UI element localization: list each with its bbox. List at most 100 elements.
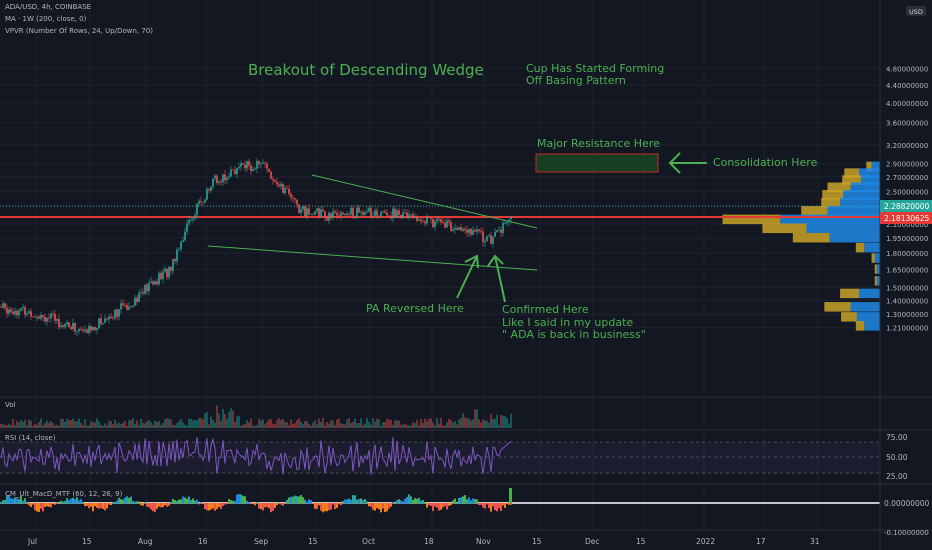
candle-body: [86, 329, 88, 333]
candle-body: [150, 281, 152, 283]
currency-label: USD: [909, 8, 923, 16]
volume-bar: [94, 422, 96, 428]
macd-bar: [316, 503, 318, 509]
time-tick: 15: [636, 537, 646, 546]
candle-body: [348, 213, 350, 215]
candle-body: [354, 216, 356, 218]
volume-bar: [498, 424, 500, 428]
candle-body: [6, 307, 8, 314]
macd-bar: [320, 503, 322, 511]
candle-body: [294, 198, 296, 200]
price-tick: 2.50000000: [886, 188, 928, 196]
candle-body: [480, 231, 482, 232]
volume-bar: [426, 421, 428, 428]
volume-bar: [406, 425, 408, 428]
candle-body: [26, 313, 28, 315]
volume-bar: [50, 420, 52, 428]
macd-bar: [268, 503, 270, 509]
volume-bar: [354, 418, 356, 428]
macd-bar: [440, 503, 442, 510]
candle-body: [358, 207, 360, 213]
macd-bar: [462, 496, 464, 504]
vpvr-up-bar: [829, 232, 880, 243]
candle-body: [416, 217, 418, 221]
rsi-tick: 75.00: [886, 433, 908, 442]
volume-bar: [120, 424, 122, 428]
candle-body: [382, 211, 384, 213]
macd-bar: [142, 503, 144, 506]
price-axis[interactable]: 4.80000000 4.40000000 4.00000000 3.60000000…: [886, 66, 928, 333]
candle-body: [340, 212, 342, 217]
candle-body: [222, 174, 224, 183]
macd-bar: [294, 495, 296, 504]
ma-indicator-label[interactable]: MA · 1W (200, close, 0): [5, 15, 87, 23]
candle-body: [154, 281, 156, 285]
macd-bar: [184, 497, 186, 504]
candle-body: [152, 281, 154, 285]
macd-bar: [166, 503, 168, 507]
macd-bar: [410, 496, 412, 504]
candle-body: [442, 222, 444, 224]
macd-bar: [386, 503, 388, 512]
volume-bar: [344, 424, 346, 428]
candle-body: [74, 323, 76, 332]
currency-badge[interactable]: [906, 6, 926, 16]
candle-body: [444, 223, 446, 228]
title-annotation: Breakout of Descending Wedge: [248, 61, 484, 79]
time-tick: 15: [532, 537, 542, 546]
volume-bar: [462, 413, 464, 428]
vpvr-up-bar: [859, 288, 880, 299]
macd-bar: [80, 499, 82, 504]
vpvr-up-bar: [876, 264, 880, 274]
macd-bar: [168, 503, 170, 506]
macd-bar: [106, 503, 108, 509]
volume-bar: [382, 422, 384, 428]
macd-bar: [250, 503, 252, 504]
macd-bar: [296, 496, 298, 504]
volume-bar: [260, 420, 262, 428]
candle-body: [284, 188, 286, 194]
volume-bar: [422, 422, 424, 428]
candle-body: [130, 306, 132, 308]
vpvr-down-bar: [792, 232, 830, 243]
macd-bar: [290, 496, 292, 504]
candle-body: [302, 206, 304, 210]
candle-body: [410, 214, 412, 216]
vpvr-down-bar: [722, 214, 781, 225]
rsi-label[interactable]: RSI (14, close): [5, 434, 56, 442]
vpvr-indicator-label[interactable]: VPVR (Number Of Rows, 24, Up/Down, 70): [5, 27, 154, 35]
candle-body: [108, 316, 110, 320]
volume-bar: [268, 419, 270, 428]
candle-body: [504, 223, 506, 224]
macd-bar: [138, 501, 140, 504]
candle-body: [264, 162, 266, 164]
grid-lines: [0, 0, 880, 530]
symbol-title[interactable]: ADA/USD, 4h, COINBASE: [5, 3, 92, 11]
macd-bar: [234, 500, 236, 504]
macd-bar: [396, 500, 398, 504]
candle-body: [304, 206, 306, 217]
candle-body: [470, 228, 472, 235]
time-tick: Nov: [476, 537, 491, 546]
macd-bar: [274, 503, 276, 508]
time-tick: 2022: [696, 537, 715, 546]
candle-body: [58, 319, 60, 328]
candle-body: [206, 189, 208, 200]
candle-body: [374, 210, 376, 216]
volume-label[interactable]: Vol: [5, 401, 16, 409]
macd-bar: [122, 499, 124, 504]
candle-body: [332, 211, 334, 218]
price-tick: 3.20000000: [886, 142, 928, 150]
volume-bar: [60, 418, 62, 428]
macd-bar: [86, 503, 88, 506]
time-axis[interactable]: Jul 15 Aug 16 Sep 15 Oct 18 Nov 15 Dec 15 2022 17 31: [27, 537, 820, 546]
macd-bar: [278, 502, 280, 504]
macd-bar: [148, 503, 150, 508]
macd-label[interactable]: CM_Ult_MacD_MTF (60, 12, 26, 9): [5, 490, 123, 498]
macd-bar: [510, 503, 512, 505]
macd-bar: [226, 503, 228, 504]
volume-bar: [404, 423, 406, 428]
macd-bar: [60, 500, 62, 504]
candle-body: [46, 317, 48, 322]
